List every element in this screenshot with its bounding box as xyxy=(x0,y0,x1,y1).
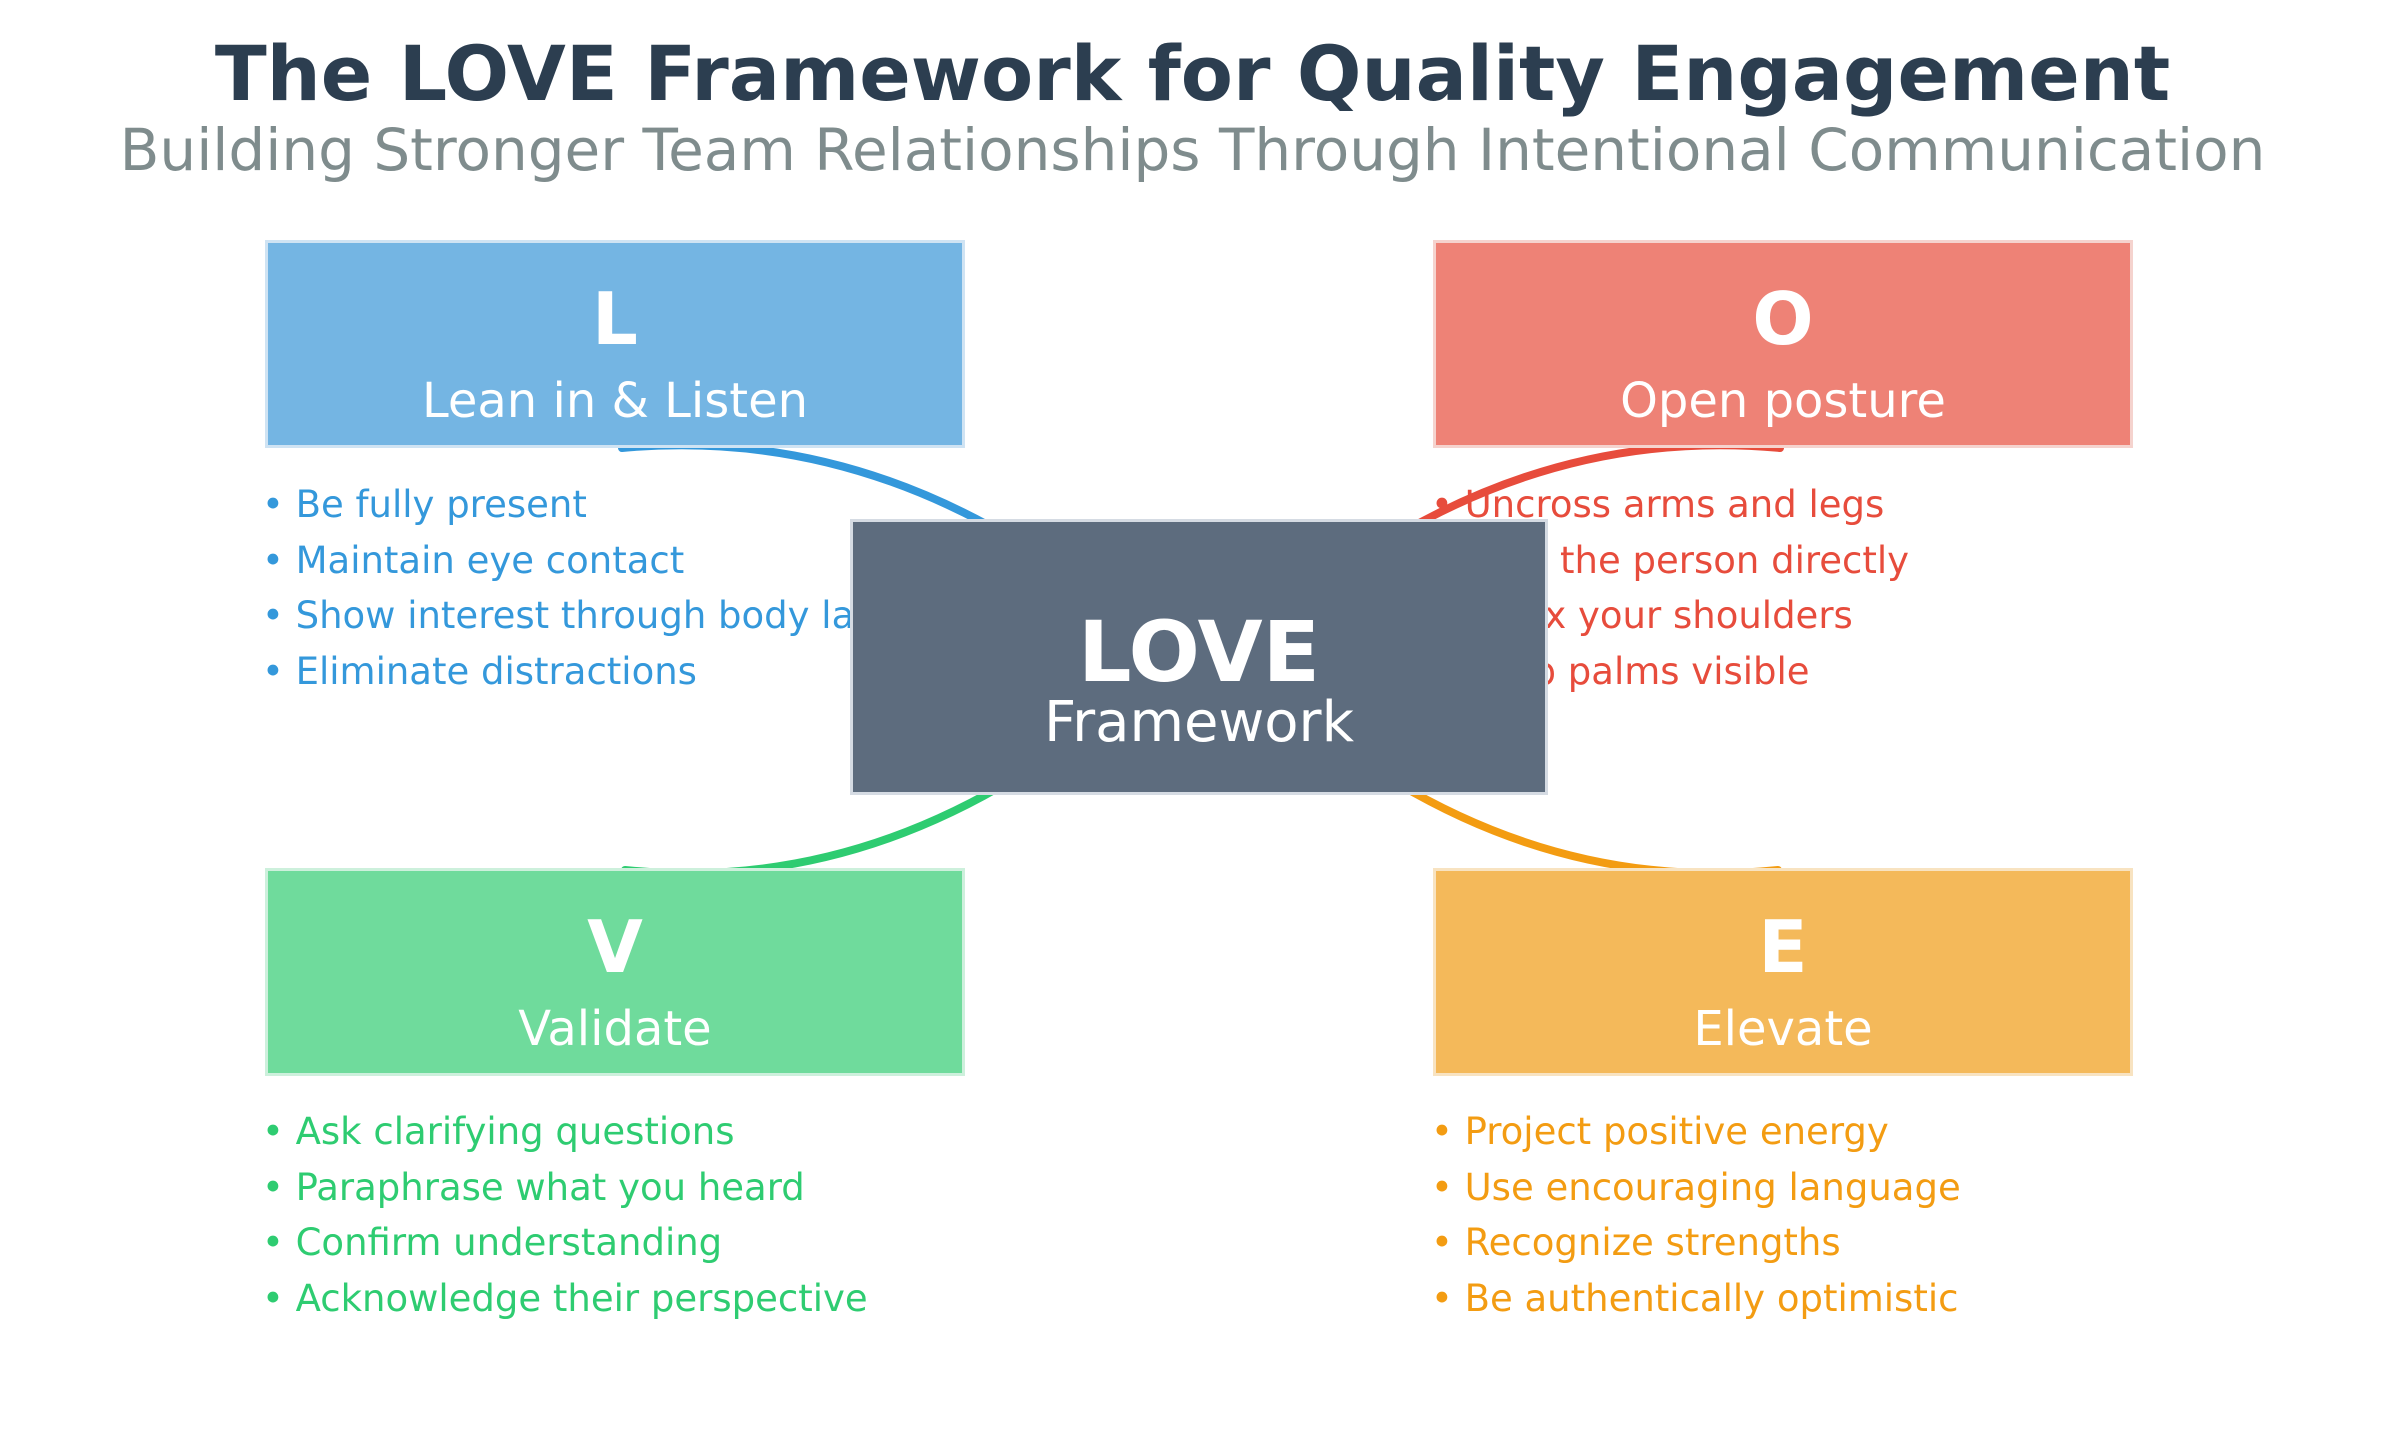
list-item: Eliminate distractions xyxy=(262,644,994,700)
bullet-list-e: Project positive energy Use encouraging … xyxy=(1431,1104,1961,1326)
list-item: Uncross arms and legs xyxy=(1431,477,1909,533)
list-item: Use encouraging language xyxy=(1431,1160,1961,1216)
bullet-list-v: Ask clarifying questions Paraphrase what… xyxy=(262,1104,868,1326)
list-item: Be authentically optimistic xyxy=(1431,1271,1961,1327)
pillar-box-o: O Open posture xyxy=(1433,240,2133,448)
center-title: LOVE xyxy=(1077,603,1321,701)
pillar-letter: L xyxy=(592,277,638,361)
list-item: Be fully present xyxy=(262,477,994,533)
list-item: Confirm understanding xyxy=(262,1215,868,1271)
pillar-name: Elevate xyxy=(1693,1001,1873,1057)
pillar-name: Lean in & Listen xyxy=(421,373,809,429)
list-item: Project positive energy xyxy=(1431,1104,1961,1160)
list-item: Paraphrase what you heard xyxy=(262,1160,868,1216)
center-subtitle: Framework xyxy=(1044,690,1354,755)
pillar-letter: O xyxy=(1752,277,1814,361)
list-item: Maintain eye contact xyxy=(262,533,994,589)
pillar-letter: V xyxy=(587,905,643,989)
page-subtitle: Building Stronger Team Relationships Thr… xyxy=(119,116,2266,184)
pillar-box-v: V Validate xyxy=(265,868,965,1076)
page-title: The LOVE Framework for Quality Engagemen… xyxy=(214,29,2171,118)
list-item: Ask clarifying questions xyxy=(262,1104,868,1160)
list-item: Recognize strengths xyxy=(1431,1215,1961,1271)
pillar-name: Validate xyxy=(518,1001,712,1057)
list-item: Acknowledge their perspective xyxy=(262,1271,868,1327)
center-love-box: LOVE Framework xyxy=(850,519,1548,795)
pillar-letter: E xyxy=(1758,905,1808,989)
pillar-name: Open posture xyxy=(1620,373,1946,429)
pillar-box-l: L Lean in & Listen xyxy=(265,240,965,448)
pillar-box-e: E Elevate xyxy=(1433,868,2133,1076)
